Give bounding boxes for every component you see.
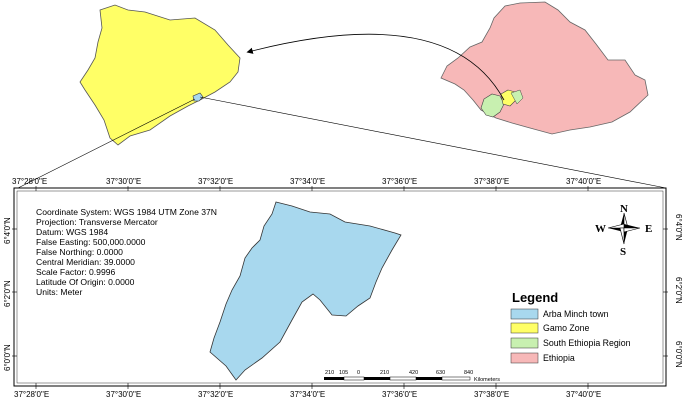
x-tick-top: 37°38'0"E	[474, 177, 509, 186]
north-arrow: N S W E	[595, 203, 652, 258]
x-tick-top: 37°28'0"E	[12, 177, 47, 186]
info-line: Projection: Transverse Mercator	[36, 217, 158, 227]
info-line: Units: Meter	[36, 287, 83, 297]
x-tick-bottom: 37°30'0"E	[106, 390, 141, 399]
west-label: W	[595, 223, 606, 235]
y-tick-right: 6°0'0"N	[674, 341, 683, 368]
x-tick-top: 37°40'0"E	[566, 177, 601, 186]
location-arrow	[246, 33, 505, 101]
north-label: N	[620, 203, 628, 215]
legend-label: Arba Minch town	[543, 309, 609, 319]
info-line: Latitude Of Origin: 0.0000	[36, 277, 135, 287]
y-tick-right: 6°4'0"N	[674, 214, 683, 241]
legend-swatch-arba-minch	[510, 308, 539, 320]
scale-label: 420	[409, 370, 418, 376]
arba-minch-town-shape	[209, 201, 402, 381]
south-ethiopia-region-shape	[480, 93, 505, 118]
south-label: S	[620, 246, 626, 258]
inset-detail-shape	[510, 89, 524, 105]
info-line: Central Meridian: 39.0000	[36, 257, 135, 267]
legend-label: South Ethiopia Region	[543, 338, 631, 348]
scale-label: 210	[380, 370, 389, 376]
scale-label: 630	[436, 370, 445, 376]
info-line: Datum: WGS 1984	[36, 227, 109, 237]
graticule-ticks	[12, 186, 668, 389]
x-tick-bottom: 37°34'0"E	[290, 390, 325, 399]
scale-label: 210	[325, 370, 334, 376]
legend-swatch-gamo-zone	[510, 322, 539, 334]
legend-label: Ethiopia	[543, 353, 575, 363]
legend-title: Legend	[512, 290, 558, 305]
x-tick-top: 37°32'0"E	[198, 177, 233, 186]
x-tick-top: 37°36'0"E	[382, 177, 417, 186]
x-tick-bottom: 37°40'0"E	[566, 390, 601, 399]
scale-label: 0	[357, 370, 360, 376]
x-tick-bottom: 37°38'0"E	[474, 390, 509, 399]
coordinate-system-info: Coordinate System: WGS 1984 UTM Zone 37N…	[36, 207, 217, 297]
info-line: False Northing: 0.0000	[36, 247, 123, 257]
info-line: Scale Factor: 0.9996	[36, 267, 116, 277]
connector-line-right	[199, 96, 667, 189]
y-tick-left: 6°4'0"N	[3, 217, 12, 244]
x-tick-top: 37°30'0"E	[106, 177, 141, 186]
scale-label: 840	[464, 370, 473, 376]
x-tick-bottom: 37°36'0"E	[382, 390, 417, 399]
gamo-zone-shape	[79, 4, 241, 146]
scale-bar: 210 105 0 210 420 630 840 Kilometers	[324, 370, 500, 383]
east-label: E	[645, 223, 652, 235]
y-tick-right: 6°2'0"N	[674, 277, 683, 304]
legend-swatch-south-region	[510, 337, 539, 349]
scale-unit: Kilometers	[474, 377, 500, 383]
map-inner-frame	[16, 190, 664, 384]
y-tick-left: 6°0'0"N	[3, 344, 12, 371]
info-line: Coordinate System: WGS 1984 UTM Zone 37N	[36, 207, 218, 217]
x-tick-bottom: 37°32'0"E	[198, 390, 233, 399]
y-tick-left: 6°2'0"N	[3, 280, 12, 307]
scale-label: 105	[339, 370, 348, 376]
x-tick-bottom: 37°28'0"E	[14, 390, 49, 399]
legend-swatch-ethiopia	[510, 352, 539, 364]
legend-label: Gamo Zone	[543, 323, 590, 333]
arba-minch-marker	[192, 92, 204, 102]
connector-line-left	[17, 98, 196, 189]
x-tick-top: 37°34'0"E	[290, 177, 325, 186]
info-line: False Easting: 500,000.0000	[36, 237, 146, 247]
ethiopia-country-shape	[440, 1, 649, 135]
